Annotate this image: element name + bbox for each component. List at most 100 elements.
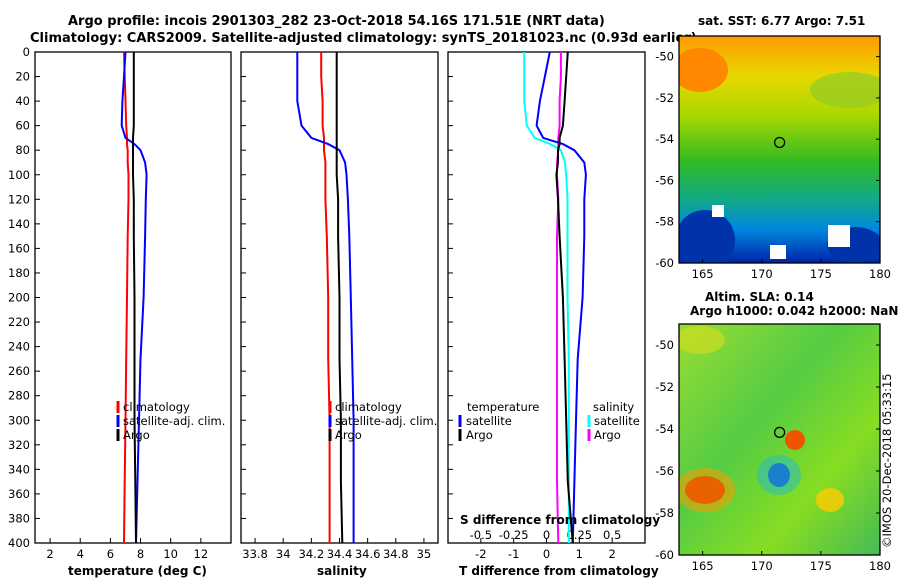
- legend-t-argo-label: Argo: [466, 428, 493, 442]
- map-y-tick-label: -56: [655, 464, 674, 478]
- legend-salinity-title: salinity: [593, 400, 634, 414]
- sst-mid-patch: [810, 72, 880, 108]
- argo-position-marker: [773, 136, 786, 149]
- sst-missing-data: [828, 225, 850, 247]
- legend-s-argo-label: Argo: [594, 428, 621, 442]
- series-line-climatology: [123, 51, 130, 544]
- map-y-tick-label: -50: [655, 338, 674, 352]
- sst-missing-data: [712, 205, 724, 217]
- difference-lines: [523, 51, 587, 544]
- series-line-t-argo: [555, 51, 574, 544]
- series-line-t-satellite: [535, 51, 587, 544]
- s-difference-x-axis: -0.5 -0.25 0 0.25 0.5: [470, 528, 622, 542]
- x-tick-label: 34.4: [327, 547, 353, 561]
- x-tick-label: 2: [609, 547, 616, 561]
- x-tick-label: -1: [508, 547, 519, 561]
- x-tick-label: 8: [137, 547, 144, 561]
- depth-tick-label: 320: [8, 438, 30, 452]
- series-line-s-satellite: [523, 52, 570, 543]
- argo-position-marker: [773, 426, 786, 439]
- series-line-s-argo: [556, 52, 562, 544]
- legend-argo-label: Argo: [335, 428, 362, 442]
- title-line-2: Climatology: CARS2009. Satellite-adjuste…: [30, 31, 697, 46]
- t-difference-x-axis: -2 -1 0 1 2: [475, 538, 616, 561]
- x-tick-label: 34.8: [383, 547, 409, 561]
- depth-tick-label: 200: [8, 291, 30, 305]
- x-tick-label: 0: [543, 547, 550, 561]
- sla-map-panel: Altim. SLA: 0.14 Argo h1000: 0.042 h2000…: [655, 290, 898, 573]
- sst-map-panel: sat. SST: 6.77 Argo: 7.51 165 170 175 180 -5…: [655, 14, 891, 281]
- map-y-tick-label: -52: [655, 91, 674, 105]
- depth-tick-label: 280: [8, 389, 30, 403]
- temperature-x-axis: 2 4 6 8 10 12: [46, 538, 208, 561]
- depth-tick-label: 220: [8, 315, 30, 329]
- sla-map-axes: 165 170 175 180 -50 -52 -54 -56 -58 -60: [655, 338, 891, 573]
- salinity-lines: [296, 52, 355, 544]
- salinity-xlabel: salinity: [317, 564, 367, 578]
- imos-watermark: ©IMOS 20-Dec-2018 05:33:15: [880, 373, 894, 548]
- map-y-tick-label: -60: [655, 548, 674, 562]
- sla-field: [679, 324, 880, 555]
- depth-tick-label: 240: [8, 340, 30, 354]
- x-tick-label: 34: [276, 547, 291, 561]
- temperature-legend: climatology satellite-adj. clim. Argo: [116, 400, 225, 442]
- series-line-argo: [335, 52, 344, 544]
- sla-positive-anomaly: [679, 326, 725, 354]
- s-diff-tick-label: -0.25: [499, 528, 529, 542]
- depth-tick-label: 20: [15, 70, 30, 84]
- sla-positive-anomaly: [785, 430, 805, 450]
- sst-map-axes: 165 170 175 180 -50 -52 -54 -56 -58 -60: [655, 50, 891, 281]
- depth-tick-label: 400: [8, 536, 30, 550]
- map-x-tick-label: 175: [810, 267, 832, 281]
- series-line-satellite-adj-clim-: [120, 51, 148, 544]
- x-tick-label: 34.6: [355, 547, 381, 561]
- x-tick-label: 10: [163, 547, 178, 561]
- map-x-tick-label: 180: [869, 559, 891, 573]
- temperature-xlabel: temperature (deg C): [68, 564, 207, 578]
- sst-map-title: sat. SST: 6.77 Argo: 7.51: [698, 14, 865, 28]
- depth-tick-label: 80: [15, 143, 30, 157]
- depth-tick-label: 180: [8, 266, 30, 280]
- depth-tick-label: 60: [15, 119, 30, 133]
- temperature-lines: [120, 51, 148, 544]
- sst-warm-patch: [679, 48, 728, 92]
- legend-climatology-label: climatology: [123, 400, 190, 414]
- map-y-tick-label: -60: [655, 256, 674, 270]
- x-tick-label: 1: [576, 547, 583, 561]
- difference-plot-frame: [447, 51, 646, 544]
- sla-positive-anomaly: [816, 488, 844, 512]
- depth-tick-label: 140: [8, 217, 30, 231]
- s-diff-tick-label: 0.5: [603, 528, 621, 542]
- t-difference-xlabel: T difference from climatology: [459, 564, 659, 578]
- map-x-tick-label: 165: [692, 267, 714, 281]
- depth-tick-label: 260: [8, 364, 30, 378]
- map-y-tick-label: -58: [655, 215, 674, 229]
- s-difference-xlabel: S difference from climatology: [460, 513, 660, 527]
- sla-map-title-2: Argo h1000: 0.042 h2000: NaN: [690, 304, 898, 318]
- depth-tick-label: 100: [8, 168, 30, 182]
- map-y-tick-label: -52: [655, 380, 674, 394]
- salinity-legend: climatology satellite-adj. clim. Argo: [328, 400, 437, 442]
- difference-panel: -2 -1 0 1 2 -0.5 -0.25 0 0.25 0.5 T difference f…: [447, 51, 660, 578]
- depth-tick-label: 360: [8, 487, 30, 501]
- s-diff-tick-label: 0.25: [567, 528, 593, 542]
- map-y-tick-label: -56: [655, 173, 674, 187]
- depth-axis: 0 20 40 60 80 100 120 140 160 180 200 220 240 260 280 3…: [8, 45, 453, 550]
- map-y-tick-label: -54: [655, 422, 674, 436]
- legend-t-satellite-label: satellite: [466, 414, 512, 428]
- depth-tick-label: 40: [15, 94, 30, 108]
- map-x-tick-label: 170: [751, 267, 773, 281]
- map-x-tick-label: 180: [869, 267, 891, 281]
- x-tick-label: 33.8: [242, 547, 268, 561]
- x-tick-label: -2: [475, 547, 486, 561]
- series-line-satellite-adj-clim-: [296, 52, 355, 543]
- map-y-tick-label: -50: [655, 50, 674, 64]
- sla-positive-anomaly: [679, 468, 735, 512]
- sst-missing-data: [770, 245, 786, 259]
- sst-map-frame: [678, 35, 881, 264]
- x-tick-label: 4: [77, 547, 84, 561]
- depth-tick-label: 340: [8, 462, 30, 476]
- legend-temperature-title: temperature: [467, 400, 539, 414]
- x-tick-label: 34.2: [299, 547, 325, 561]
